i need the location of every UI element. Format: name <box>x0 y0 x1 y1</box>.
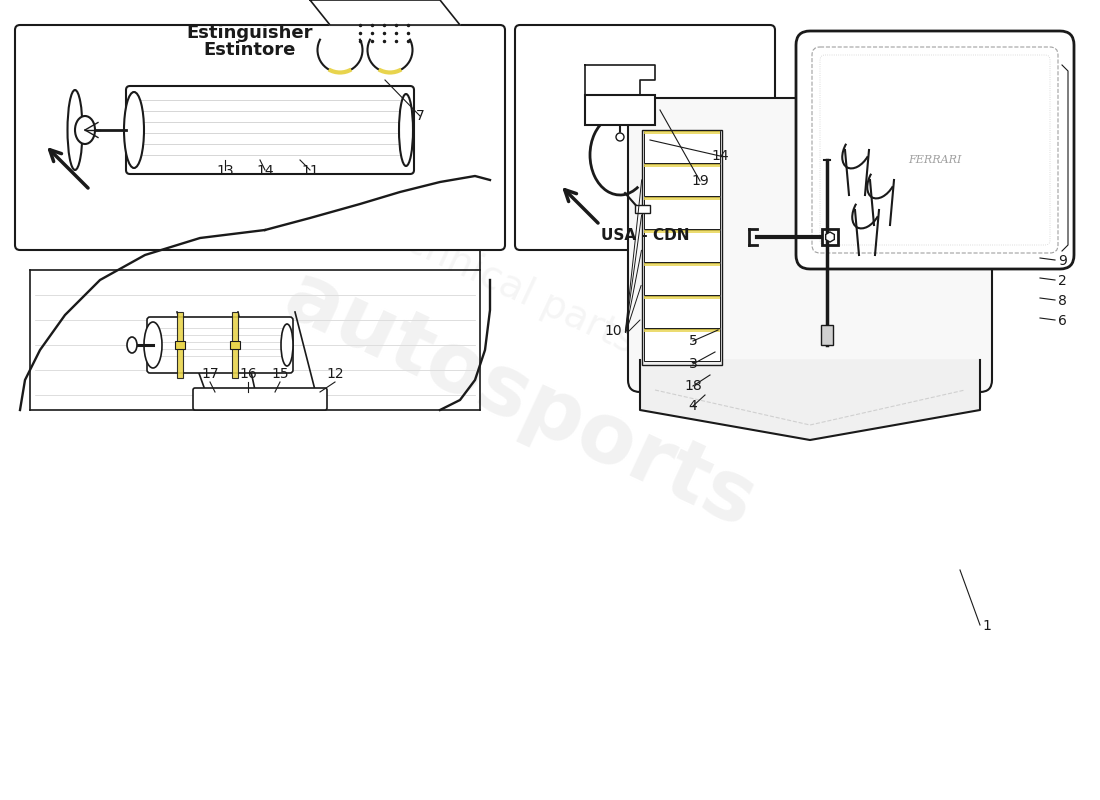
Polygon shape <box>1062 65 1068 251</box>
Bar <box>644 197 721 200</box>
FancyBboxPatch shape <box>147 317 293 373</box>
Bar <box>644 263 721 295</box>
Polygon shape <box>585 65 654 95</box>
Bar <box>644 230 721 233</box>
FancyBboxPatch shape <box>515 25 776 250</box>
Text: 16: 16 <box>239 367 257 381</box>
Text: 18: 18 <box>684 379 702 393</box>
Bar <box>644 329 721 332</box>
Text: 15: 15 <box>272 367 289 381</box>
Text: Estinguisher: Estinguisher <box>187 24 313 42</box>
Text: 2: 2 <box>1058 274 1067 288</box>
Bar <box>635 205 650 213</box>
FancyBboxPatch shape <box>796 31 1074 269</box>
Polygon shape <box>310 0 460 25</box>
Bar <box>642 130 722 365</box>
Bar <box>644 197 721 229</box>
Text: autosports: autosports <box>272 255 769 545</box>
Ellipse shape <box>67 90 82 170</box>
Text: 17: 17 <box>201 367 219 381</box>
FancyBboxPatch shape <box>628 98 992 392</box>
Polygon shape <box>830 39 1062 45</box>
Bar <box>644 164 721 196</box>
Bar <box>644 263 721 266</box>
Bar <box>821 325 833 345</box>
Text: FERRARI: FERRARI <box>909 155 961 165</box>
FancyBboxPatch shape <box>126 86 414 174</box>
Text: 1: 1 <box>982 619 991 633</box>
Bar <box>232 312 238 378</box>
FancyBboxPatch shape <box>820 55 1050 245</box>
Text: technical parts site: technical parts site <box>364 204 716 396</box>
Ellipse shape <box>399 94 412 166</box>
Bar <box>644 131 721 134</box>
FancyBboxPatch shape <box>812 47 1058 253</box>
Text: 10: 10 <box>604 324 622 338</box>
Bar <box>644 131 721 163</box>
Ellipse shape <box>280 324 293 366</box>
Text: 12: 12 <box>327 367 344 381</box>
Text: USA - CDN: USA - CDN <box>601 228 690 243</box>
Text: 3: 3 <box>689 357 697 371</box>
Text: 14: 14 <box>712 149 729 163</box>
Ellipse shape <box>75 116 95 144</box>
Bar <box>230 341 240 349</box>
Text: 19: 19 <box>691 174 708 188</box>
Polygon shape <box>640 360 980 440</box>
Ellipse shape <box>124 92 144 168</box>
Text: 13: 13 <box>217 164 234 178</box>
Text: 8: 8 <box>1058 294 1067 308</box>
Bar <box>175 341 185 349</box>
Ellipse shape <box>126 337 138 353</box>
Bar <box>177 312 183 378</box>
Bar <box>644 164 721 167</box>
Bar <box>644 296 721 299</box>
Text: 11: 11 <box>301 164 319 178</box>
Text: 7: 7 <box>416 109 425 123</box>
Bar <box>644 296 721 328</box>
Text: 4: 4 <box>689 399 697 413</box>
Bar <box>585 95 654 125</box>
Ellipse shape <box>144 322 162 368</box>
Text: 14: 14 <box>256 164 274 178</box>
Circle shape <box>616 133 624 141</box>
Bar <box>644 329 721 361</box>
Bar <box>644 230 721 262</box>
Text: 5: 5 <box>689 334 697 348</box>
FancyBboxPatch shape <box>15 25 505 250</box>
Text: Estintore: Estintore <box>204 41 296 59</box>
Text: 9: 9 <box>1058 254 1067 268</box>
Text: 6: 6 <box>1058 314 1067 328</box>
Bar <box>822 229 838 245</box>
FancyBboxPatch shape <box>192 388 327 410</box>
